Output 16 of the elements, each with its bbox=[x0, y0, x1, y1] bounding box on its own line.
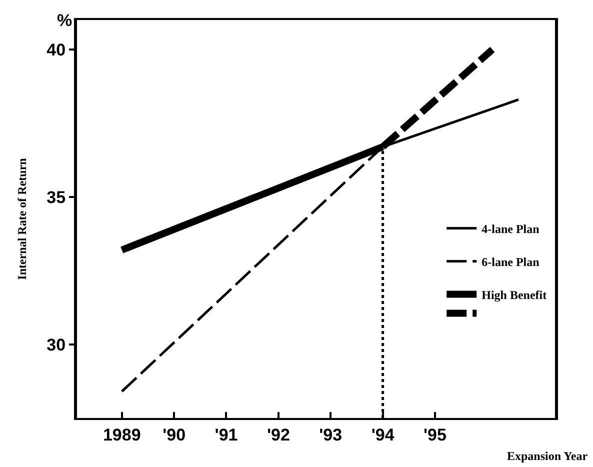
x-tick-label: '93 bbox=[319, 425, 342, 444]
text: % bbox=[57, 11, 72, 30]
legend-label: 6-lane Plan bbox=[482, 254, 540, 269]
y-tick-label: 30 bbox=[46, 335, 66, 354]
y-axis-title: Internal Rate of Return bbox=[14, 158, 29, 280]
x-tick-label: '92 bbox=[266, 425, 290, 444]
legend-label: 4-lane Plan bbox=[482, 222, 540, 236]
x-tick-label: '90 bbox=[162, 425, 186, 444]
legend-label: High Benefit bbox=[482, 288, 547, 302]
y-tick-label: 40 bbox=[46, 40, 66, 60]
x-tick-label: '94 bbox=[371, 425, 395, 444]
x-axis-title: Expansion Year bbox=[507, 449, 588, 463]
x-tick-label: 1989 bbox=[102, 425, 141, 444]
y-tick-label: 35 bbox=[46, 188, 66, 207]
x-tick-label: '95 bbox=[424, 425, 446, 444]
x-tick-label: '91 bbox=[214, 425, 238, 444]
